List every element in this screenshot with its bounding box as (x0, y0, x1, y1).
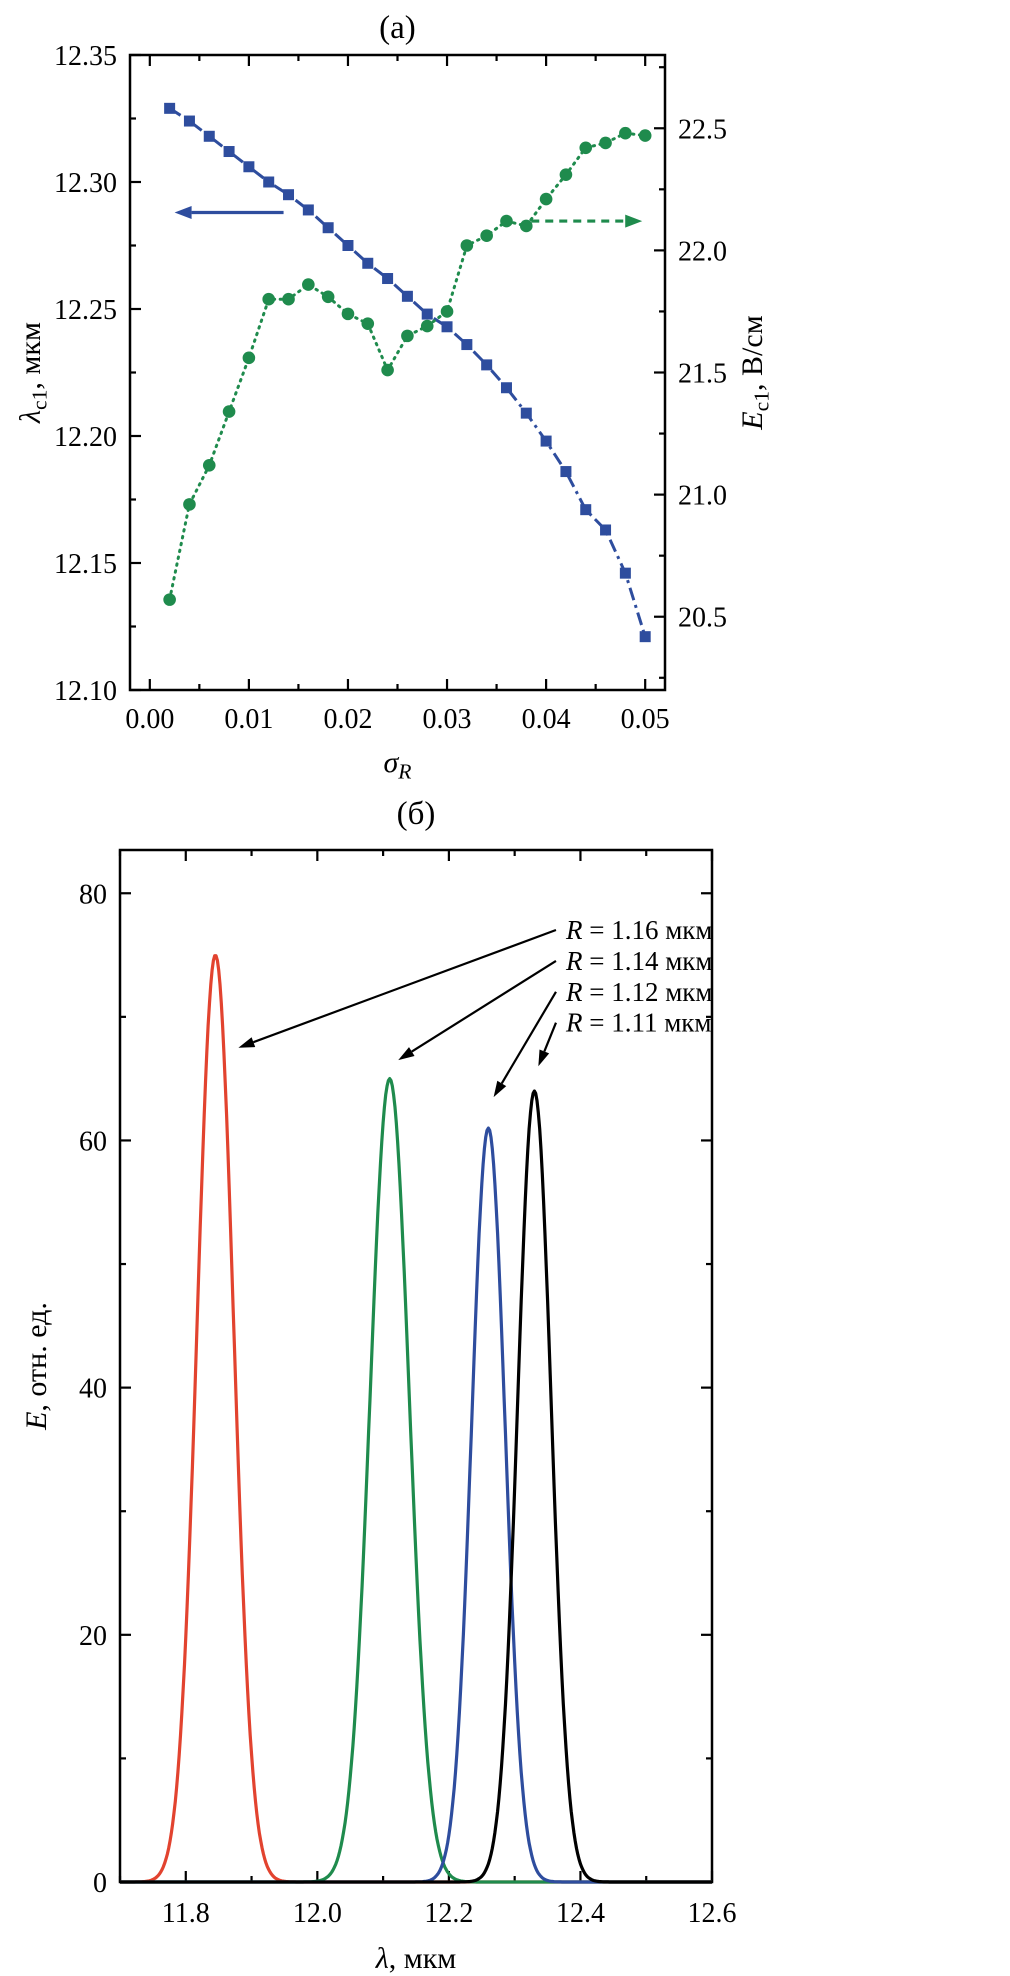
y-axis-label: E, отн. ед. (20, 1302, 53, 1431)
x-tick-label: 12.2 (424, 1898, 473, 1929)
y-tick-label: 60 (79, 1126, 107, 1157)
right-y-tick-label: 22.5 (678, 114, 727, 145)
annotation-label-1: R = 1.14 мкм (565, 946, 713, 976)
series-lambda-c1-line (168, 107, 647, 638)
x-tick-label: 0.05 (621, 704, 670, 735)
right-axis-arrow (531, 214, 643, 228)
annotation-label-0: R = 1.16 мкм (565, 915, 713, 945)
left-y-tick-label: 12.25 (54, 295, 117, 326)
left-y-tick-label: 12.10 (54, 676, 117, 707)
y-tick-label: 80 (79, 879, 107, 910)
left-y-axis-label: λc1, мкм (14, 322, 52, 424)
y-tick-label: 0 (93, 1868, 107, 1899)
annotation-arrow-2 (493, 991, 557, 1098)
x-tick-label: 12.4 (556, 1898, 605, 1929)
left-axis-arrow (174, 205, 284, 219)
x-tick-label: 0.04 (522, 704, 571, 735)
annotation-label-3: R = 1.11 мкм (565, 1008, 712, 1038)
right-y-tick-label: 21.0 (678, 481, 727, 512)
panel-a-title: (а) (379, 10, 416, 46)
x-tick-label: 0.00 (125, 704, 174, 735)
x-tick-label: 0.01 (224, 704, 273, 735)
y-tick-label: 40 (79, 1374, 107, 1405)
y-tick-label: 20 (79, 1621, 107, 1652)
panel-b-title: (б) (397, 796, 436, 832)
right-y-tick-label: 20.5 (678, 603, 727, 634)
panel-a-ticks (130, 53, 665, 692)
x-axis-label: σR (384, 746, 412, 784)
right-y-tick-label: 22.0 (678, 236, 727, 267)
left-y-tick-label: 12.30 (54, 168, 117, 199)
right-y-tick-label: 21.5 (678, 359, 727, 390)
x-tick-label: 11.8 (162, 1898, 210, 1929)
left-y-tick-label: 12.20 (54, 422, 117, 453)
left-y-tick-label: 12.15 (54, 549, 117, 580)
annotation-arrow-0 (238, 928, 557, 1048)
peak-curve-1 (119, 1077, 713, 1884)
peak-curve-0 (119, 954, 713, 1884)
chart-panel-b: (б) 11.8 12.0 12.2 12.4 12.6 0 20 40 60 80 λ, мкм E,… (20, 796, 737, 1975)
series-lambda-c1-markers (164, 102, 651, 643)
series-E-c1-line (168, 131, 647, 602)
annotation-arrow-1 (398, 959, 557, 1061)
annotation-label-2: R = 1.12 мкм (565, 977, 713, 1007)
x-tick-label: 12.6 (688, 1898, 737, 1929)
chart-panel-a: (а) 0.00 0.01 0.02 0.03 0.04 0.05 12.10 12.15 12.… (14, 10, 774, 784)
annotation-arrow-3 (538, 1022, 557, 1067)
left-y-tick-label: 12.35 (54, 41, 117, 72)
x-tick-label: 0.02 (323, 704, 372, 735)
peak-curve-2 (119, 1126, 713, 1884)
right-y-axis-label: Ec1, В/см (736, 315, 774, 430)
x-axis-label: λ, мкм (375, 1942, 457, 1975)
x-tick-label: 12.0 (293, 1898, 342, 1929)
x-tick-label: 0.03 (423, 704, 472, 735)
peak-curve-3 (119, 1089, 713, 1884)
series-E-c1-markers (163, 126, 652, 606)
